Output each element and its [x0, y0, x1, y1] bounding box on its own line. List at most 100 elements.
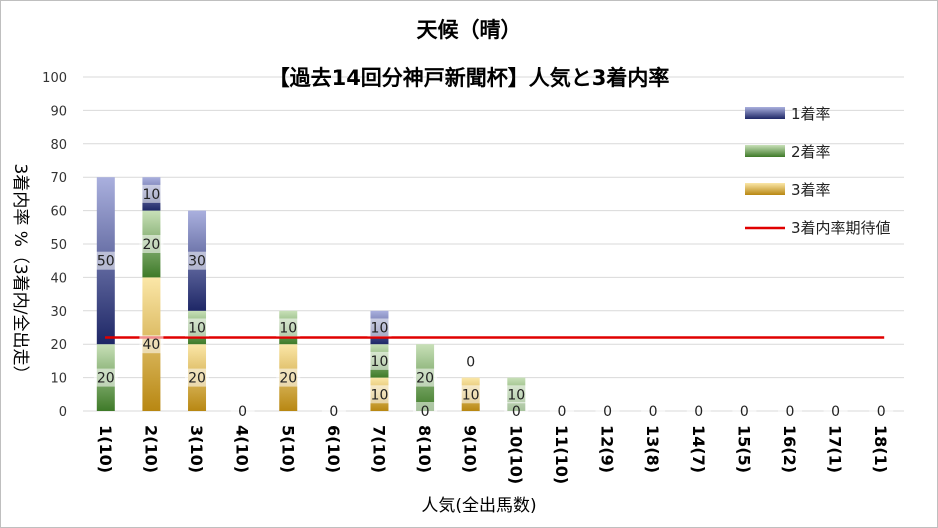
data-label-bg	[641, 402, 666, 420]
x-tick-label: 18(1)	[871, 425, 890, 473]
data-label: 50	[97, 254, 115, 270]
data-label: 20	[143, 237, 161, 253]
data-label-bg	[458, 385, 483, 404]
y-tick-label: 60	[50, 205, 67, 220]
legend-swatch	[745, 145, 785, 157]
legend-label: 2着率	[791, 143, 831, 161]
data-label-bg	[549, 402, 574, 420]
data-label-bg	[230, 402, 255, 420]
data-label: 20	[97, 371, 115, 387]
y-tick-label: 40	[50, 271, 67, 286]
y-tick-label: 0	[59, 405, 67, 420]
x-tick-label: 13(8)	[643, 425, 662, 473]
data-label-bg	[185, 318, 210, 337]
data-label: 0	[329, 404, 338, 420]
data-label-bg	[777, 402, 802, 420]
y-tick-label: 90	[50, 104, 67, 119]
data-label-bg	[458, 352, 483, 371]
data-label: 0	[512, 404, 521, 420]
data-label: 10	[371, 387, 389, 403]
x-tick-label: 16(2)	[780, 425, 799, 473]
data-label: 10	[371, 354, 389, 370]
x-tick-label: 6(10)	[324, 425, 343, 473]
data-label: 0	[740, 404, 749, 420]
x-tick-label: 3(10)	[187, 425, 206, 473]
data-label-bg	[139, 235, 164, 253]
y-axis-label: 3着内率 %（3着内/全出走）	[10, 164, 30, 383]
data-label: 0	[877, 404, 886, 420]
x-tick-label: 1(10)	[96, 425, 115, 473]
y-tick-label: 30	[50, 305, 67, 320]
legend-swatch	[745, 183, 785, 195]
data-label: 0	[421, 404, 430, 420]
y-tick-label: 20	[50, 338, 67, 353]
data-label: 0	[466, 355, 475, 371]
y-tick-label: 80	[50, 138, 67, 153]
data-label: 0	[603, 404, 612, 420]
data-label-bg	[367, 318, 392, 337]
legend-label: 3着内率期待値	[791, 219, 891, 237]
data-label-bg	[321, 402, 346, 420]
data-label-bg	[823, 402, 848, 420]
legend-label: 3着率	[791, 181, 831, 199]
x-axis-label: 人気(全出馬数)	[421, 496, 536, 516]
data-label-bg	[413, 368, 438, 387]
x-tick-label: 17(1)	[826, 425, 845, 473]
y-tick-label: 100	[42, 71, 67, 86]
data-label-bg	[367, 385, 392, 404]
data-label: 20	[416, 371, 434, 387]
chart-subtitle: 【過去14回分神戸新聞杯】人気と3着内率	[269, 66, 670, 90]
data-label-bg	[93, 368, 118, 387]
data-label: 10	[143, 187, 161, 203]
data-label: 20	[279, 371, 297, 387]
data-label: 0	[831, 404, 840, 420]
x-tick-label: 15(5)	[734, 425, 753, 473]
x-tick-label: 12(9)	[598, 425, 617, 473]
x-tick-label: 11(10)	[552, 425, 571, 484]
data-label: 20	[188, 371, 206, 387]
data-label: 0	[694, 404, 703, 420]
data-label-bg	[869, 402, 894, 420]
x-tick-label: 8(10)	[415, 425, 434, 473]
data-label-bg	[595, 402, 620, 420]
data-label: 30	[188, 254, 206, 270]
data-label-bg	[139, 184, 164, 203]
y-tick-label: 50	[50, 238, 67, 253]
y-tick-label: 70	[50, 171, 67, 186]
legend-swatch	[745, 107, 785, 119]
x-tick-label: 4(10)	[233, 425, 252, 473]
data-label-bg	[185, 368, 210, 387]
chart-title: 天候（晴）	[417, 18, 522, 42]
legend-label: 1着率	[791, 105, 831, 123]
data-label: 0	[649, 404, 658, 420]
data-label: 10	[507, 387, 525, 403]
data-label-bg	[686, 402, 711, 420]
data-label-bg	[276, 368, 301, 387]
data-label: 10	[279, 321, 297, 337]
data-label-bg	[185, 251, 210, 270]
data-label: 0	[786, 404, 795, 420]
data-label: 10	[188, 321, 206, 337]
x-tick-label: 5(10)	[278, 425, 297, 473]
data-label: 10	[371, 321, 389, 337]
data-label-bg	[139, 335, 164, 354]
x-tick-label: 14(7)	[689, 425, 708, 473]
data-label-bg	[367, 351, 392, 370]
data-label: 0	[557, 404, 566, 420]
x-tick-label: 2(10)	[141, 425, 160, 473]
data-label-bg	[504, 402, 529, 420]
x-tick-label: 9(10)	[461, 425, 480, 473]
data-label: 10	[462, 387, 480, 403]
x-tick-label: 7(10)	[369, 425, 388, 473]
data-label-bg	[413, 402, 438, 420]
data-label-bg	[732, 402, 757, 420]
y-tick-label: 10	[50, 372, 67, 387]
data-label: 40	[143, 337, 161, 353]
data-label-bg	[504, 385, 529, 404]
data-label-bg	[93, 251, 118, 270]
data-label: 0	[238, 404, 247, 420]
data-label-bg	[276, 318, 301, 337]
x-tick-label: 10(10)	[506, 425, 525, 484]
